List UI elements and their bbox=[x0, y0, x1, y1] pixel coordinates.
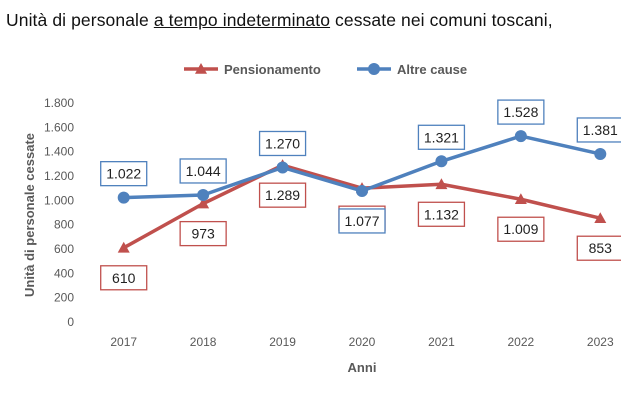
data-label-box bbox=[100, 161, 148, 187]
y-tick-label: 1.000 bbox=[44, 193, 74, 207]
data-label-box bbox=[100, 265, 148, 291]
data-label: 1.009 bbox=[503, 221, 538, 237]
y-tick-label: 800 bbox=[54, 218, 74, 232]
y-tick-label: 200 bbox=[54, 291, 74, 305]
series-point bbox=[197, 197, 210, 209]
y-axis: 0 200 400 600 800 1.000 1.200 1.400 1.600 1.800 bbox=[44, 96, 74, 329]
data-label-box bbox=[179, 220, 227, 247]
series-point bbox=[197, 188, 210, 201]
y-tick-label: 1.800 bbox=[44, 96, 74, 110]
series-point bbox=[276, 161, 289, 174]
x-tick-label: 2017 bbox=[110, 335, 137, 349]
legend: Pensionamento Altre cause bbox=[184, 62, 467, 77]
data-label-box bbox=[576, 117, 621, 143]
y-tick-label: 400 bbox=[54, 266, 74, 280]
y-tick-label: 0 bbox=[67, 315, 74, 329]
legend-label: Pensionamento bbox=[224, 62, 321, 77]
x-tick-label: 2022 bbox=[508, 335, 535, 349]
y-tick-label: 1.400 bbox=[44, 145, 74, 159]
x-tick-label: 2018 bbox=[190, 335, 217, 349]
data-label: 853 bbox=[589, 240, 613, 256]
data-label: 1.321 bbox=[424, 129, 459, 145]
x-tick-label: 2023 bbox=[587, 335, 614, 349]
series-point bbox=[435, 155, 448, 168]
data-label: 1.270 bbox=[265, 135, 300, 151]
x-axis: 2017 2018 2019 2020 2021 2022 2023 bbox=[110, 335, 614, 349]
y-tick-label: 600 bbox=[54, 242, 74, 256]
legend-label: Altre cause bbox=[397, 62, 467, 77]
data-label-box bbox=[258, 130, 307, 157]
data-label: 610 bbox=[112, 270, 136, 286]
series-point bbox=[514, 130, 527, 143]
y-tick-label: 1.200 bbox=[44, 169, 74, 183]
series-point bbox=[356, 184, 368, 197]
data-label-box bbox=[417, 124, 466, 150]
legend-marker bbox=[368, 63, 380, 75]
data-label: 1.289 bbox=[265, 187, 300, 203]
data-label-box bbox=[258, 182, 307, 208]
data-label-box bbox=[497, 216, 545, 242]
data-label-box bbox=[179, 158, 227, 184]
data-label: 973 bbox=[191, 226, 215, 242]
title-part-2: a tempo indeterminato bbox=[153, 10, 331, 30]
series-point bbox=[514, 193, 527, 205]
chart-title: Unità di personale a tempo indeterminato… bbox=[6, 10, 553, 31]
data-label: 1.381 bbox=[583, 122, 618, 138]
legend-marker bbox=[195, 63, 207, 74]
y-axis-title: Unità di personale cessate bbox=[22, 133, 37, 297]
data-label-box bbox=[497, 99, 545, 125]
series-point bbox=[594, 212, 607, 224]
x-tick-label: 2019 bbox=[269, 335, 296, 349]
y-tick-label: 1.600 bbox=[44, 120, 74, 134]
data-label-box bbox=[417, 201, 466, 227]
data-label: 1.528 bbox=[503, 104, 538, 120]
data-label: 1.077 bbox=[344, 213, 379, 229]
data-label: 1.132 bbox=[424, 206, 459, 222]
series-point bbox=[435, 178, 448, 190]
data-label: 1.044 bbox=[186, 163, 221, 179]
series-point bbox=[117, 191, 130, 204]
data-label-box bbox=[338, 208, 386, 234]
series-point bbox=[117, 241, 130, 253]
data-label: 1.022 bbox=[106, 166, 141, 182]
data-labels: 6109731.2891.1001.1321.0098531.0221.0441… bbox=[100, 99, 621, 291]
x-axis-title: Anni bbox=[348, 360, 377, 375]
x-tick-label: 2021 bbox=[428, 335, 455, 349]
title-part-3: cessate nei comuni toscani, bbox=[330, 10, 553, 30]
x-tick-label: 2020 bbox=[349, 335, 376, 349]
data-label-box bbox=[576, 235, 621, 261]
title-part-1: Unità di personale bbox=[6, 10, 154, 30]
series-point bbox=[594, 147, 607, 160]
series-group bbox=[117, 130, 607, 253]
